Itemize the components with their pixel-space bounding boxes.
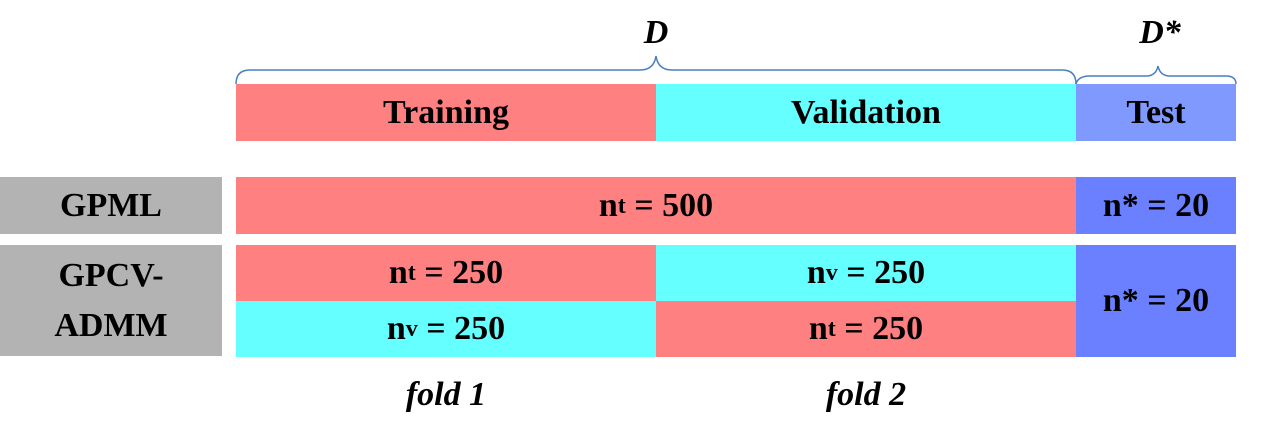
row-label-gpcv-admm: GPCV- ADMM [0, 245, 222, 356]
gpcv-f2-top-var: n [806, 254, 826, 291]
gpml-train-var: n [598, 186, 618, 224]
fold2-label: fold 2 [825, 376, 907, 413]
label-d-star: D* [1139, 14, 1181, 51]
fold1-label: fold 1 [405, 376, 487, 413]
gpcv-test-cell: n* = 20 [1076, 245, 1236, 357]
gpcv-f1-bot-value: = 250 [417, 310, 506, 347]
brace-d [235, 55, 1077, 85]
header-validation: Validation [656, 84, 1076, 141]
row-label-gpcv-line2: ADMM [54, 306, 168, 344]
row-label-gpml: GPML [0, 177, 222, 234]
gpcv-f1-top-value: = 250 [415, 254, 504, 291]
gpcv-f1-top-var: n [388, 254, 408, 291]
gpml-train-value: = 500 [625, 186, 714, 224]
header-training: Training [236, 84, 656, 141]
gpml-test-cell: n* = 20 [1076, 177, 1236, 234]
header-test: Test [1076, 84, 1236, 141]
gpcv-f2-bot-var: n [808, 310, 828, 347]
braces [235, 55, 1237, 85]
gpcv-f2-bot-value: = 250 [835, 310, 924, 347]
row-label-gpcv-line1: GPCV- [58, 256, 164, 294]
gpcv-f1-bot-var: n [386, 310, 406, 347]
gpcv-f2-top-value: = 250 [837, 254, 926, 291]
label-d: D [643, 14, 669, 51]
brace-d-star [1075, 65, 1237, 85]
